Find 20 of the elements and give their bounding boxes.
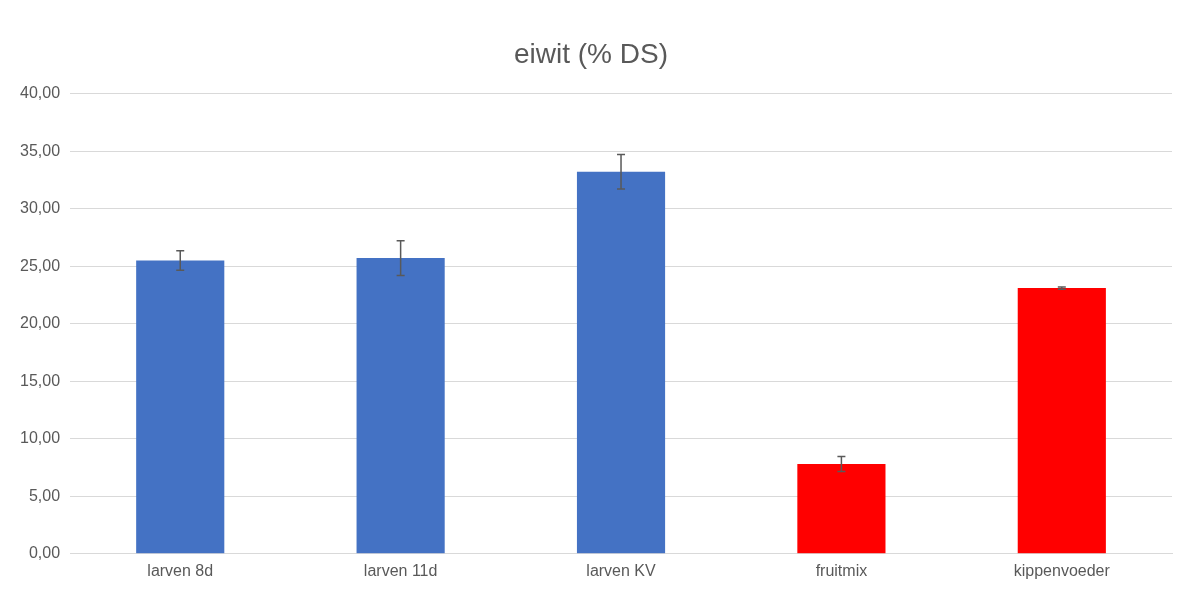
x-tick-label: larven KV — [586, 561, 657, 579]
y-tick-label: 5,00 — [28, 486, 61, 504]
bar — [797, 464, 886, 554]
x-tick-label: fruitmix — [815, 561, 868, 579]
bar — [356, 258, 445, 554]
y-tick-label: 10,00 — [19, 429, 61, 447]
x-tick-label: larven 8d — [147, 561, 214, 579]
y-tick-label: 35,00 — [19, 141, 61, 159]
y-tick-label: 25,00 — [19, 256, 61, 274]
bar — [576, 171, 666, 554]
bar — [136, 260, 225, 554]
y-tick-label: 30,00 — [19, 199, 61, 217]
y-tick-label: 20,00 — [19, 314, 61, 332]
x-tick-label: larven 11d — [363, 561, 438, 579]
x-tick-label: kippenvoeder — [1013, 561, 1111, 579]
y-tick-label: 40,00 — [19, 84, 61, 102]
y-tick-label: 0,00 — [28, 544, 61, 562]
chart-title: eiwit (% DS) — [513, 37, 669, 69]
bar — [1017, 288, 1106, 554]
y-tick-label: 15,00 — [19, 371, 61, 389]
